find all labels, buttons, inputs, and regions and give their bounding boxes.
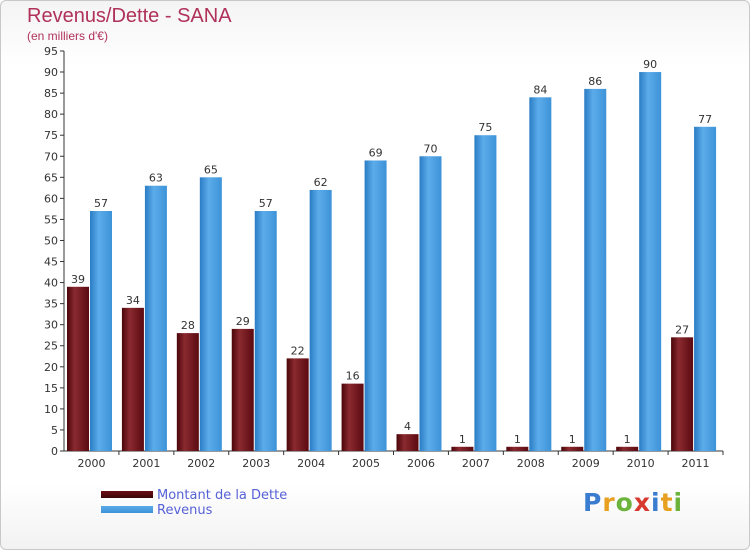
x-tick-label: 2011	[682, 457, 710, 470]
legend-label-revenue: Revenus	[157, 503, 213, 518]
bar-revenue	[694, 126, 717, 451]
y-tick-label: 35	[44, 298, 58, 311]
x-tick-label: 2002	[187, 457, 215, 470]
bar-revenue	[529, 97, 552, 451]
y-tick-label: 50	[44, 234, 58, 247]
bar-debt	[231, 328, 254, 451]
y-tick-label: 55	[44, 213, 58, 226]
y-tick-label: 5	[51, 424, 58, 437]
logo-letter: r	[602, 488, 616, 517]
logo-letter: o	[615, 488, 634, 517]
logo-letter: t	[660, 488, 674, 517]
y-tick-label: 0	[51, 445, 58, 458]
bar-debt	[67, 286, 89, 451]
y-tick-label: 80	[44, 108, 58, 121]
bar-debt	[176, 333, 199, 451]
data-label-revenue: 57	[259, 197, 273, 210]
legend-swatch-debt	[101, 491, 153, 498]
x-tick-label: 2003	[242, 457, 270, 470]
x-tick-label: 2004	[297, 457, 325, 470]
data-label-debt: 22	[291, 344, 305, 357]
chart-title: Revenus/Dette - SANA	[27, 5, 232, 27]
bar-debt	[671, 337, 694, 451]
legend-item-revenue: Revenus	[101, 504, 287, 519]
legend-item-debt: Montant de la Dette	[101, 489, 287, 504]
data-label-debt: 1	[624, 433, 631, 446]
legend: Montant de la Dette Revenus	[101, 489, 287, 519]
data-label-debt: 39	[71, 273, 85, 286]
data-label-revenue: 63	[149, 172, 163, 185]
data-label-revenue: 75	[478, 121, 492, 134]
chart-subtitle: (en milliers d'€)	[27, 29, 108, 43]
data-label-debt: 28	[181, 319, 195, 332]
data-label-debt: 16	[346, 370, 360, 383]
data-label-revenue: 57	[94, 197, 108, 210]
logo-letter: i	[651, 488, 661, 517]
bar-revenue	[584, 88, 607, 451]
data-label-revenue: 62	[314, 176, 328, 189]
legend-swatch-revenue	[101, 506, 153, 513]
data-label-debt: 1	[569, 433, 576, 446]
bar-revenue	[419, 156, 442, 451]
y-tick-label: 20	[44, 361, 58, 374]
y-tick-label: 15	[44, 382, 58, 395]
data-label-debt: 1	[459, 433, 466, 446]
y-tick-label: 95	[44, 45, 58, 58]
legend-label-debt: Montant de la Dette	[157, 488, 288, 503]
bar-revenue	[474, 135, 497, 452]
y-tick-label: 65	[44, 171, 58, 184]
bar-revenue	[364, 160, 387, 451]
x-tick-label: 2000	[77, 457, 105, 470]
bar-debt	[121, 307, 144, 451]
logo-letter: x	[633, 488, 651, 517]
x-tick-label: 2007	[462, 457, 490, 470]
y-tick-label: 25	[44, 340, 58, 353]
data-label-debt: 27	[675, 323, 689, 336]
bar-revenue	[144, 185, 167, 451]
y-tick-label: 90	[44, 66, 58, 79]
data-label-revenue: 69	[369, 146, 383, 159]
bar-debt	[341, 383, 364, 451]
y-tick-label: 75	[44, 129, 58, 142]
data-label-revenue: 70	[424, 142, 438, 155]
logo-letter: i	[673, 488, 684, 517]
bar-revenue	[199, 177, 222, 451]
x-tick-label: 2006	[407, 457, 435, 470]
data-label-revenue: 90	[643, 58, 657, 71]
x-tick-label: 2001	[132, 457, 160, 470]
data-label-revenue: 77	[698, 113, 712, 126]
logo-letter: P	[583, 488, 603, 517]
y-tick-label: 85	[44, 87, 58, 100]
x-tick-label: 2005	[352, 457, 380, 470]
data-label-debt: 29	[236, 315, 250, 328]
data-label-debt: 4	[404, 420, 411, 433]
y-tick-label: 60	[44, 192, 58, 205]
bar-debt	[616, 446, 639, 451]
proxiti-logo: Proxiti	[583, 488, 683, 517]
x-tick-label: 2010	[627, 457, 655, 470]
data-label-debt: 1	[514, 433, 521, 446]
x-tick-label: 2008	[517, 457, 545, 470]
bar-debt	[286, 358, 309, 451]
y-tick-label: 40	[44, 277, 58, 290]
y-tick-label: 30	[44, 319, 58, 332]
data-label-revenue: 84	[533, 83, 547, 96]
bar-debt	[396, 434, 419, 451]
data-label-debt: 34	[126, 294, 140, 307]
bar-revenue	[254, 211, 277, 451]
bar-revenue	[90, 211, 112, 451]
x-tick-label: 2009	[572, 457, 600, 470]
y-tick-label: 45	[44, 256, 58, 269]
y-tick-label: 70	[44, 150, 58, 163]
bar-debt	[561, 446, 584, 451]
data-label-revenue: 86	[588, 75, 602, 88]
bar-revenue	[309, 189, 332, 451]
bar-debt	[451, 446, 474, 451]
bar-debt	[506, 446, 529, 451]
bar-revenue	[639, 72, 662, 451]
y-tick-label: 10	[44, 403, 58, 416]
data-label-revenue: 65	[204, 163, 218, 176]
